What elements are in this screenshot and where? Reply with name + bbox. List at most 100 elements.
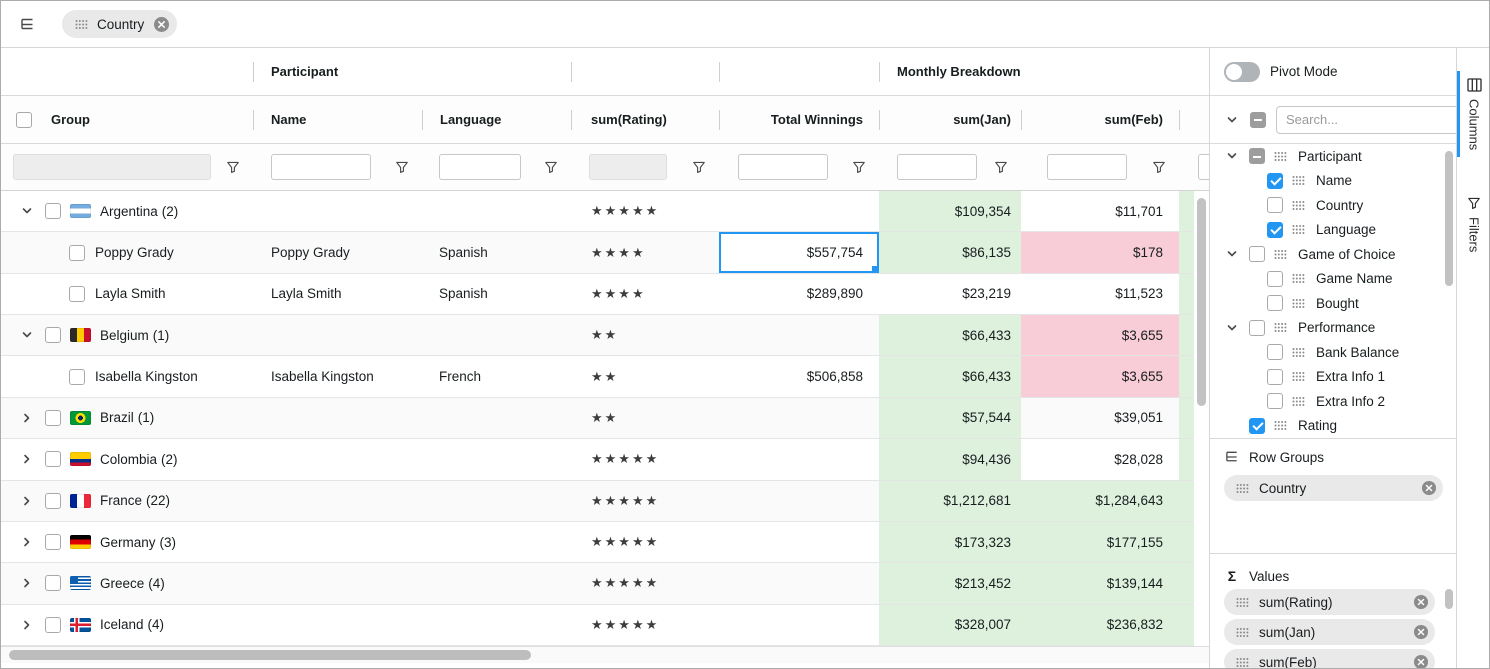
drag-grip-icon[interactable] [1274,151,1287,161]
sum-jan-cell[interactable]: $66,433 [879,315,1021,356]
column-tree-item-rating[interactable]: Rating [1210,414,1456,439]
filter-icon[interactable] [544,160,558,174]
expand-group-icon[interactable] [19,412,35,424]
header-language[interactable]: Language [422,96,571,143]
name-cell[interactable] [253,522,422,562]
name-cell[interactable] [253,481,422,521]
row-checkbox[interactable] [69,285,85,302]
drag-grip-icon[interactable] [1292,396,1305,406]
name-cell[interactable]: Poppy Grady [271,245,350,261]
sum-feb-cell[interactable]: $177,155 [1021,521,1179,563]
column-tree-item-bank-balance[interactable]: Bank Balance [1210,340,1456,365]
drag-grip-icon[interactable] [1292,372,1305,382]
column-checkbox[interactable] [1249,148,1265,165]
sum-jan-cell[interactable]: $213,452 [879,563,1021,604]
rating-cell[interactable]: ★★★★★ [571,191,719,231]
total-winnings-cell[interactable] [719,191,879,231]
total-winnings-cell[interactable]: $506,858 [806,369,863,385]
row-checkbox[interactable] [45,451,61,468]
tab-columns[interactable]: Columns [1457,71,1489,158]
values-scrollbar-thumb[interactable] [1445,589,1453,609]
row-group-pill-country[interactable]: Country [1224,475,1443,501]
language-cell[interactable]: Spanish [439,286,488,302]
drag-grip-icon[interactable] [1236,597,1249,607]
column-tree-item-country[interactable]: Country [1210,193,1456,218]
language-cell[interactable] [422,481,571,521]
column-tree-item-extra-info-2[interactable]: Extra Info 2 [1210,389,1456,414]
collapse-group-icon[interactable] [1224,150,1240,162]
column-checkbox[interactable] [1267,197,1283,214]
total-winnings-cell[interactable] [719,563,879,603]
sum-jan-cell[interactable]: $328,007 [879,604,1021,645]
rating-cell[interactable]: ★★ [571,356,719,396]
column-tree-item-extra-info-1[interactable]: Extra Info 1 [1210,365,1456,390]
column-checkbox[interactable] [1267,393,1283,410]
language-cell[interactable] [422,522,571,562]
total-winnings-cell[interactable] [719,522,879,562]
column-tree-item-participant[interactable]: Participant [1210,144,1456,169]
total-winnings-cell[interactable] [719,439,879,479]
header-total-winnings[interactable]: Total Winnings [719,96,879,143]
drag-grip-icon[interactable] [1292,298,1305,308]
group-cell[interactable]: Layla Smith [1,274,253,314]
header-sum-rating[interactable]: sum(Rating) [571,96,719,143]
drag-grip-icon[interactable] [1292,274,1305,284]
group-cell[interactable]: Brazil (1) [1,398,253,438]
total-winnings-cell[interactable] [719,481,879,521]
language-filter-input[interactable] [439,154,521,180]
header-sum-feb[interactable]: sum(Feb) [1021,96,1179,143]
rating-cell[interactable]: ★★★★★ [571,605,719,645]
collapse-all-icon[interactable] [1224,114,1240,126]
sum-feb-cell[interactable]: $11,701 [1115,203,1163,219]
sum-jan-cell[interactable]: $86,135 [879,232,1021,273]
select-all-checkbox[interactable] [16,111,32,128]
drag-grip-icon[interactable] [1292,176,1305,186]
row-checkbox[interactable] [45,616,61,633]
value-pill[interactable]: sum(Feb) [1224,649,1435,668]
expand-group-icon[interactable] [19,619,35,631]
row-checkbox[interactable] [69,368,85,385]
total-winnings-cell[interactable] [719,398,879,438]
rating-cell[interactable]: ★★★★★ [571,439,719,479]
remove-icon[interactable] [1413,594,1429,610]
group-cell[interactable]: Colombia (2) [1,439,253,479]
value-pill[interactable]: sum(Jan) [1224,619,1435,645]
name-cell[interactable] [253,398,422,438]
group-cell[interactable]: Isabella Kingston [1,356,253,396]
column-checkbox[interactable] [1267,295,1283,312]
sum-jan-cell[interactable]: $57,544 [879,397,1021,439]
drag-grip-icon[interactable] [1292,200,1305,210]
pivot-mode-toggle[interactable] [1224,61,1260,82]
sum-jan-filter-input[interactable] [897,154,977,180]
row-checkbox[interactable] [45,534,61,551]
row-checkbox[interactable] [45,575,61,592]
sum-feb-cell[interactable]: $236,832 [1021,604,1179,645]
filter-icon[interactable] [395,160,409,174]
group-chip-country[interactable]: Country [62,10,178,38]
rating-cell[interactable]: ★★★★★ [571,563,719,603]
language-cell[interactable] [422,315,571,355]
name-cell[interactable] [253,315,422,355]
name-cell[interactable] [253,439,422,479]
filter-icon[interactable] [692,160,706,174]
name-cell[interactable] [253,563,422,603]
drag-grip-icon[interactable] [1236,483,1249,493]
row-checkbox[interactable] [69,244,85,261]
column-checkbox[interactable] [1249,417,1265,434]
expand-group-icon[interactable] [19,577,35,589]
language-cell[interactable] [422,563,571,603]
group-cell[interactable]: Poppy Grady [1,232,253,272]
remove-group-icon[interactable] [153,16,170,33]
language-cell[interactable] [422,605,571,645]
drag-grip-icon[interactable] [1236,627,1249,637]
language-cell[interactable]: French [439,369,482,385]
language-cell[interactable]: Spanish [439,245,488,261]
row-checkbox[interactable] [45,203,61,220]
column-tree-item-bought[interactable]: Bought [1210,291,1456,316]
name-cell[interactable]: Layla Smith [271,286,342,302]
collapse-group-icon[interactable] [19,205,35,217]
column-checkbox[interactable] [1249,246,1265,263]
drag-grip-icon[interactable] [1274,249,1287,259]
column-checkbox[interactable] [1267,172,1283,189]
row-checkbox[interactable] [45,492,61,509]
